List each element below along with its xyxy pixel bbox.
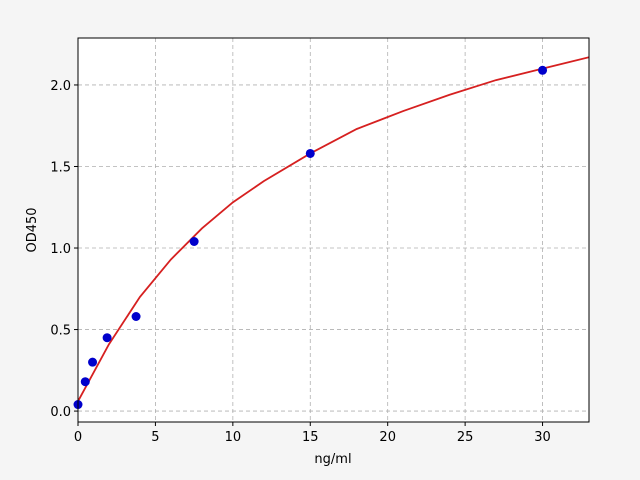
y-tick-label: 2.0 <box>50 79 71 94</box>
data-point <box>131 312 141 322</box>
x-tick-label: 0 <box>74 430 82 445</box>
x-tick-label: 20 <box>379 430 396 445</box>
y-axis-label: OD450 <box>25 207 40 252</box>
data-point <box>80 377 90 387</box>
x-tick-label: 30 <box>534 430 551 445</box>
x-tick-label: 15 <box>302 430 319 445</box>
data-point <box>189 236 199 246</box>
y-tick-label: 1.5 <box>50 160 71 175</box>
data-point <box>88 357 98 367</box>
fit-curve <box>78 56 589 402</box>
y-tick-label: 0.0 <box>50 405 71 420</box>
x-tick-label: 10 <box>225 430 242 445</box>
plot-area <box>78 38 589 422</box>
x-tick-label: 5 <box>151 430 159 445</box>
data-point <box>538 65 548 75</box>
plot-frame <box>77 37 590 423</box>
y-tick-label: 0.5 <box>50 324 71 339</box>
data-point <box>102 333 112 343</box>
data-point <box>305 148 315 158</box>
x-tick-label: 25 <box>457 430 474 445</box>
x-axis-label: ng/ml <box>314 452 351 467</box>
y-tick-label: 1.0 <box>50 242 71 257</box>
